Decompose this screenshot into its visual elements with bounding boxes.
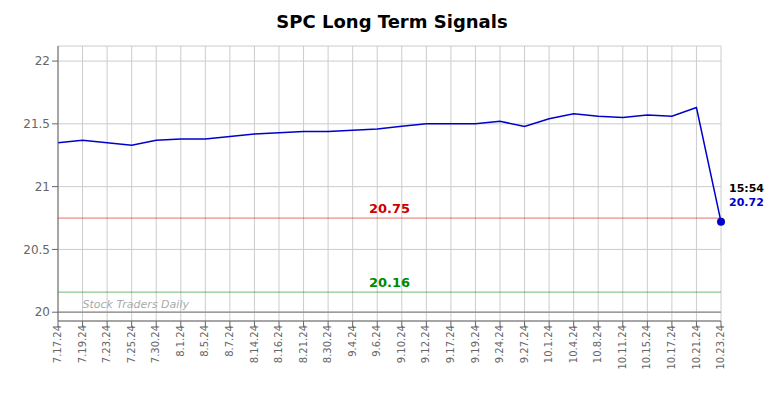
svg-text:9.27.24: 9.27.24 [519, 325, 530, 363]
svg-text:8.21.24: 8.21.24 [298, 325, 309, 363]
svg-text:21: 21 [35, 180, 50, 194]
svg-text:9.17.24: 9.17.24 [445, 325, 456, 363]
svg-text:7.30.24: 7.30.24 [150, 325, 161, 363]
svg-text:15:54: 15:54 [729, 182, 764, 195]
svg-text:20.72: 20.72 [729, 196, 764, 209]
svg-text:7.23.24: 7.23.24 [101, 325, 112, 363]
svg-text:9.19.24: 9.19.24 [470, 325, 481, 363]
svg-text:10.1.24: 10.1.24 [543, 325, 554, 363]
svg-text:22: 22 [35, 54, 50, 68]
svg-text:20.5: 20.5 [23, 243, 50, 257]
svg-text:9.12.24: 9.12.24 [420, 325, 431, 363]
svg-text:10.17.24: 10.17.24 [666, 325, 677, 370]
svg-text:10.23.24: 10.23.24 [715, 325, 726, 370]
svg-text:8.16.24: 8.16.24 [273, 325, 284, 363]
svg-text:10.21.24: 10.21.24 [691, 325, 702, 370]
svg-text:8.7.24: 8.7.24 [224, 325, 235, 357]
html-text:SPC Long Term Signals: SPC Long Term Signals [276, 11, 508, 32]
svg-text:Stock Traders Daily: Stock Traders Daily [83, 298, 190, 311]
svg-text:20.16: 20.16 [369, 275, 410, 290]
svg-text:8.1.24: 8.1.24 [175, 325, 186, 357]
svg-text:9.4.24: 9.4.24 [347, 325, 358, 357]
svg-text:9.10.24: 9.10.24 [396, 325, 407, 363]
svg-text:9.6.24: 9.6.24 [371, 325, 382, 357]
svg-text:10.8.24: 10.8.24 [592, 325, 603, 363]
svg-text:7.25.24: 7.25.24 [126, 325, 137, 363]
svg-text:8.5.24: 8.5.24 [199, 325, 210, 357]
svg-text:8.30.24: 8.30.24 [322, 325, 333, 363]
svg-text:20: 20 [35, 305, 50, 319]
svg-text:10.4.24: 10.4.24 [568, 325, 579, 363]
svg-text:7.17.24: 7.17.24 [52, 325, 63, 363]
svg-text:20.75: 20.75 [369, 201, 410, 216]
svg-text:21.5: 21.5 [23, 117, 50, 131]
svg-text:9.24.24: 9.24.24 [494, 325, 505, 363]
svg-text:10.11.24: 10.11.24 [617, 325, 628, 370]
svg-text:10.15.24: 10.15.24 [641, 325, 652, 370]
svg-text:7.19.24: 7.19.24 [77, 325, 88, 363]
svg-text:8.14.24: 8.14.24 [249, 325, 260, 363]
